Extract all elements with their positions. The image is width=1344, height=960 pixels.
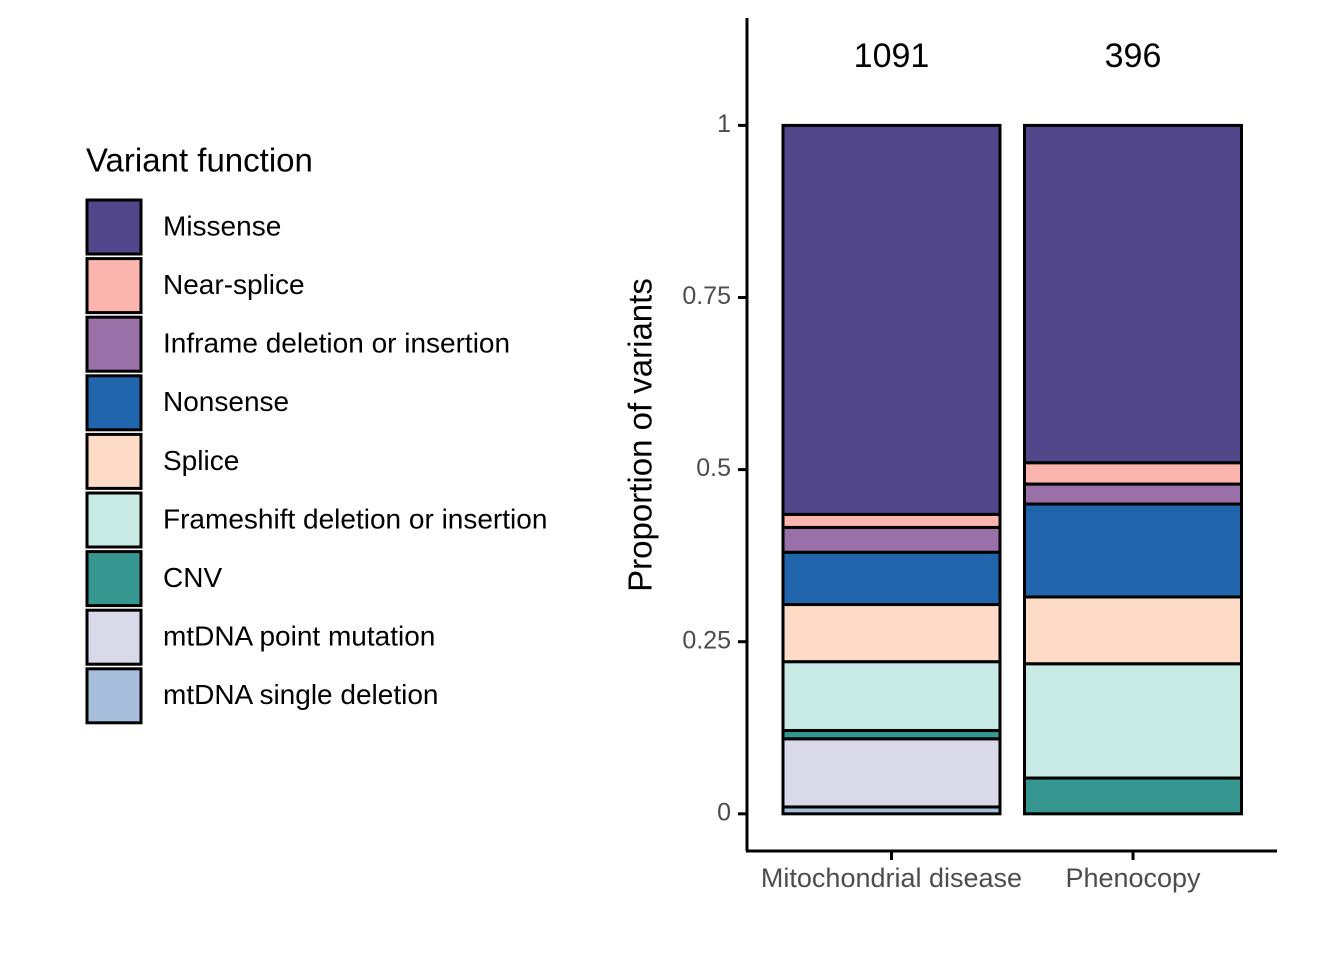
legend-key	[85, 374, 143, 432]
bar-segment	[1023, 482, 1243, 506]
legend-label: mtDNA single deletion	[163, 679, 438, 710]
y-tick-label: 0.5	[696, 454, 731, 482]
legend-label: Near-splice	[163, 269, 305, 300]
count-label: 396	[1105, 37, 1162, 75]
legend-label: CNV	[163, 562, 222, 593]
legend-key	[85, 667, 143, 725]
bar-segment	[781, 512, 1002, 529]
legend-key	[85, 608, 143, 666]
legend-label: mtDNA point mutation	[163, 621, 435, 652]
x-tick-label: Phenocopy	[1065, 863, 1201, 893]
bar-segment	[781, 123, 1002, 516]
y-axis-title: Proportion of variants	[622, 278, 659, 592]
bar-segment	[1023, 776, 1243, 816]
bar-segment	[1023, 123, 1243, 465]
bar-segment	[1023, 662, 1243, 780]
legend-key	[85, 491, 143, 549]
bar-segment	[781, 550, 1002, 607]
y-tick-label: 1	[717, 110, 731, 138]
y-tick-label: 0	[717, 798, 731, 826]
x-tick-label: Mitochondrial disease	[761, 863, 1022, 893]
legend-title: Variant function	[86, 142, 313, 179]
count-label: 1091	[854, 37, 930, 75]
bar-segment	[1023, 461, 1243, 486]
legend-key	[85, 198, 143, 256]
bar-segment	[781, 525, 1002, 554]
legend-key	[85, 257, 143, 315]
legend-label: Nonsense	[163, 386, 289, 417]
legend-label: Frameshift deletion or insertion	[163, 503, 547, 534]
legend-label: Splice	[163, 445, 239, 476]
bar-segment	[1023, 595, 1243, 666]
legend-label: Inframe deletion or insertion	[163, 328, 510, 359]
legend-label: Missense	[163, 210, 281, 241]
legend-key	[85, 550, 143, 608]
y-tick-label: 0.25	[682, 626, 731, 654]
legend-key	[85, 315, 143, 373]
bar-segment	[781, 603, 1002, 664]
bar-segment	[781, 737, 1002, 809]
bar-segment	[1023, 502, 1243, 599]
legend-key	[85, 432, 143, 490]
bar-segment	[781, 660, 1002, 733]
y-tick-label: 0.75	[682, 282, 731, 310]
